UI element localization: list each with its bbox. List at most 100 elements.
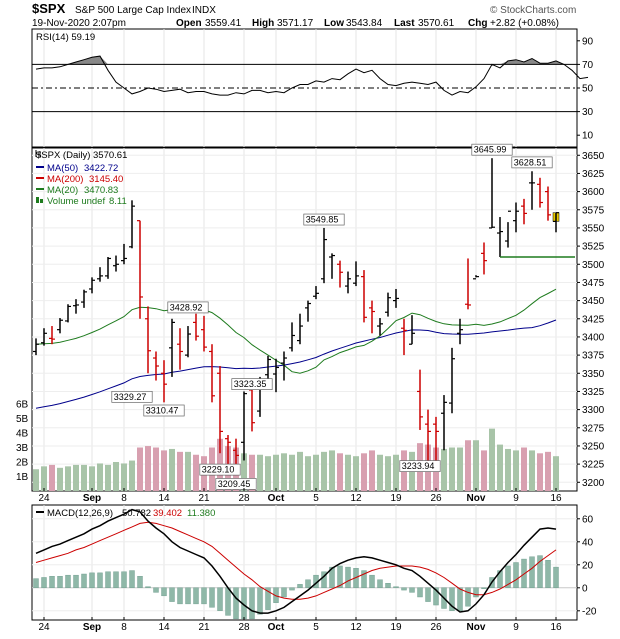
ohlc-bar — [129, 200, 135, 249]
ohlc-bar — [297, 313, 303, 345]
x-axis-label: 24 — [38, 493, 50, 504]
legend-ma200-name: MA(200) — [47, 174, 83, 185]
volume-bar — [249, 454, 255, 491]
ohlc-bar — [185, 326, 191, 358]
macd-panel: 60 40 20 0 -20 MACD(12,26,9) 50.782 39.402 1… — [31, 504, 597, 621]
ohlc-bar — [241, 391, 247, 461]
volume-bar — [57, 467, 63, 491]
price-callout-box — [511, 156, 553, 169]
ohlc-bar — [425, 409, 431, 465]
macd-histogram-bar — [41, 577, 47, 589]
price-callout-label: 3310.47 — [146, 406, 179, 416]
price-callout-label: 3549.85 — [306, 215, 339, 225]
ohlc-bar — [377, 318, 383, 336]
ohlc-bar — [65, 304, 71, 323]
macd-histogram-bar — [297, 584, 303, 588]
ohlc-bar — [273, 358, 279, 393]
macd-histogram-bar — [129, 570, 135, 588]
volume-bar — [73, 464, 79, 491]
x-axis-label: Nov — [467, 622, 486, 633]
chart-symbol: $SPX — [32, 1, 66, 16]
price-tick-label: 3225 — [582, 460, 605, 471]
macd-histogram-bar — [249, 587, 255, 620]
volume-bar — [449, 447, 455, 491]
x-axis-label: 9 — [513, 622, 519, 633]
volume-bar — [49, 464, 55, 491]
macd-histogram-bar — [153, 587, 159, 593]
x-axis-label: 5 — [313, 622, 319, 633]
chart-exchange: INDX — [192, 5, 216, 16]
ohlc-bar — [57, 318, 63, 334]
macd-histogram-bar — [449, 587, 455, 611]
volume-bar — [281, 453, 287, 491]
volume-bar — [329, 450, 335, 491]
bar-chart-icon — [35, 150, 41, 157]
price-callout-label: 3329.27 — [114, 392, 147, 402]
x-axis-label: 14 — [158, 493, 170, 504]
macd-histogram-bar — [393, 586, 399, 589]
volume-bar — [489, 428, 495, 491]
price-callout-label: 3323.35 — [234, 379, 267, 389]
macd-histogram-bar — [369, 574, 375, 589]
x-axis-label: 14 — [158, 622, 170, 633]
price-callout-label: 3233.94 — [402, 461, 435, 471]
price-callout-label: 3628.51 — [514, 157, 547, 167]
ohlc-bar — [89, 277, 95, 294]
price-callout-label: 3645.99 — [474, 145, 507, 155]
x-axis-label: 12 — [350, 493, 362, 504]
ohlc-bar — [385, 292, 391, 317]
ohlc-bar — [321, 227, 327, 284]
price-tick-label: 3250 — [582, 441, 605, 452]
volume-tick-label: 1B — [16, 472, 29, 483]
x-axis-label: 28 — [238, 493, 250, 504]
price-callout: 3628.51 — [511, 156, 553, 169]
ohlc-bar — [201, 315, 207, 352]
volume-tick-label: 5B — [16, 414, 29, 425]
ohlc-bar — [505, 210, 511, 248]
macd-histogram-bar — [321, 571, 327, 589]
macd-histogram-bar — [417, 587, 423, 598]
x-axis-label: 19 — [390, 493, 402, 504]
ohlc-bar — [545, 186, 551, 221]
rsi-tick-label: 10 — [582, 131, 594, 142]
macd-histogram-bar — [305, 579, 311, 589]
volume-bar — [385, 456, 391, 491]
ohlc-bar — [552, 212, 560, 233]
x-axis-label: 5 — [313, 493, 319, 504]
change-label: Chg — [468, 18, 487, 29]
price-callout: 3233.94 — [399, 460, 441, 472]
price-tick-label: 3525 — [582, 242, 605, 253]
ohlc-bar — [513, 202, 519, 233]
ohlc-bar — [537, 177, 543, 208]
rsi-tick-label: 90 — [582, 36, 594, 47]
price-tick-label: 3475 — [582, 278, 605, 289]
x-axis-label: Sep — [83, 493, 101, 504]
ohlc-bar — [529, 171, 535, 210]
macd-histogram-bar — [65, 574, 71, 589]
macd-histogram-bar — [185, 587, 191, 605]
price-callout: 3329.27 — [111, 390, 153, 403]
price-callout-label: 3428.92 — [170, 302, 203, 312]
macd-histogram-bar — [217, 587, 223, 611]
volume-bar — [497, 444, 503, 491]
ohlc-bar — [489, 158, 495, 229]
macd-histogram-bar — [273, 587, 279, 603]
macd-histogram-bar — [409, 587, 415, 593]
volume-bar — [441, 448, 447, 491]
macd-legend-name: MACD(12,26,9) — [47, 508, 113, 519]
volume-bar — [345, 454, 351, 491]
x-axis-label: Oct — [268, 622, 285, 633]
legend-ma50-name: MA(50) — [47, 163, 78, 174]
price-tick-label: 3500 — [582, 260, 605, 271]
price-callout-label: 3209.45 — [218, 479, 251, 489]
volume-bar — [505, 448, 511, 491]
macd-line — [35, 508, 557, 614]
price-legend: $SPX (Daily) 3570.61 MA(50) 3422.72 MA(2… — [36, 150, 127, 207]
ma20-line — [35, 288, 557, 374]
rsi-line — [35, 55, 589, 96]
x-axis-label: 28 — [238, 622, 250, 633]
ohlc-bar — [329, 253, 335, 279]
macd-histogram-bar — [497, 570, 503, 588]
x-axis-middle: 24 Sep 8 14 21 28 Oct 5 12 19 26 Nov 9 16 — [38, 488, 562, 504]
macd-histogram-bar — [337, 565, 343, 589]
